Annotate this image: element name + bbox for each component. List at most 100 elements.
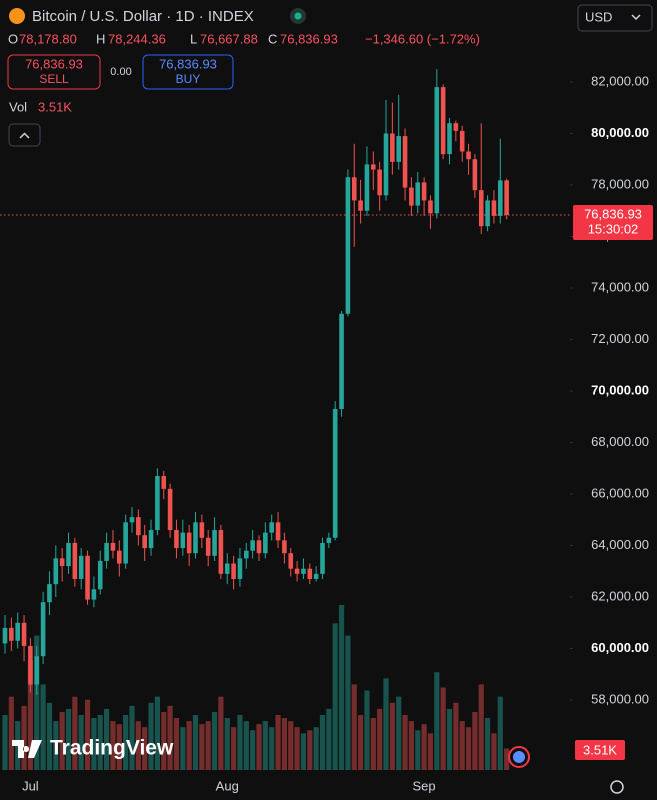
candle-body [466, 151, 471, 160]
volume-bar [491, 733, 497, 770]
volume-bar [478, 684, 484, 770]
volume-bar [173, 718, 180, 770]
y-tick-label: 78,000.00 [591, 176, 649, 191]
y-tick-label: 74,000.00 [591, 279, 649, 294]
logo-icon [12, 740, 42, 758]
volume-bar [123, 715, 129, 770]
candle-body [123, 522, 128, 564]
candle-body [269, 522, 274, 533]
volume-bar [8, 696, 14, 770]
candle-body [250, 540, 255, 551]
sell-price: 76,836.93 [25, 56, 83, 71]
volume-bar [91, 718, 97, 770]
candle-body [402, 136, 408, 188]
candle-body [244, 550, 249, 559]
sell-label: SELL [39, 72, 69, 86]
volume-bar [237, 715, 243, 770]
collapse-icon [19, 132, 30, 139]
candle-body [478, 190, 484, 227]
candle-body [174, 530, 179, 549]
volume-bar [262, 721, 268, 770]
candle-body [53, 558, 59, 585]
volume-bar [148, 702, 154, 770]
volume-bar [313, 727, 319, 770]
candle-body [2, 627, 8, 644]
last-price-box [573, 204, 653, 240]
volume-bar [211, 711, 218, 770]
sell-button[interactable] [7, 54, 101, 90]
candle-body [409, 187, 414, 206]
currency-select[interactable] [577, 4, 653, 32]
candle-body [345, 177, 351, 314]
candle-body [218, 530, 224, 574]
y-tick-label: 82,000.00 [591, 73, 649, 88]
currency: USD [585, 9, 612, 24]
settings-icon[interactable] [610, 780, 624, 794]
candle-body [167, 488, 173, 531]
volume-bar [224, 718, 230, 770]
volume-bar [345, 635, 351, 770]
logo-text[interactable]: TradingView [50, 737, 174, 760]
candle-body [15, 622, 20, 641]
y-tick-label: 68,000.00 [591, 434, 649, 449]
x-tick-label: Jul [22, 778, 39, 793]
volume-bar [370, 718, 376, 770]
volume-bar [161, 711, 167, 770]
candle-body [148, 530, 154, 549]
vol-value: 3.51K [38, 99, 72, 114]
volume-bar [53, 721, 59, 770]
volume-bar [167, 705, 173, 770]
collapse-button[interactable] [8, 123, 41, 147]
candle-body [447, 123, 452, 155]
candle-body [485, 200, 490, 227]
volume-bar [351, 684, 357, 770]
ohlc-label: O [8, 31, 18, 46]
volume-bar [408, 721, 414, 770]
volume-bar [485, 718, 491, 770]
candle-body [97, 560, 103, 590]
buy-button[interactable] [142, 54, 234, 90]
volume-bar [281, 718, 287, 770]
volume-bar [186, 721, 192, 770]
volume-axis-label [575, 740, 625, 760]
volume-bar [377, 708, 383, 770]
candle-body [66, 542, 71, 567]
volume-bar [192, 715, 199, 770]
volume-bar [453, 702, 459, 770]
y-tick-label: 64,000.00 [591, 537, 649, 552]
volume-bar [288, 721, 294, 770]
y-tick-label: 58,000.00 [591, 691, 649, 706]
volume-bar [21, 705, 27, 770]
candle-body [40, 602, 46, 657]
candle-body [504, 180, 509, 215]
volume-bar [269, 727, 275, 770]
volume-bar [2, 715, 8, 770]
last-price-label: 76,836.93 [584, 206, 642, 221]
candle-body [339, 313, 344, 410]
volume-bar [180, 727, 186, 770]
candle-body [326, 537, 332, 543]
flag-icon [513, 751, 525, 763]
volume-bar [218, 696, 224, 770]
y-tick-label: 80,000.00 [591, 125, 649, 140]
ohlc-value: 78,178.80 [19, 31, 77, 46]
countdown: 15:30:02 [588, 221, 639, 236]
volume-bar [46, 702, 53, 770]
candle-body [85, 555, 90, 600]
volume-bar [78, 715, 84, 770]
plot: 58,000.00 60,000.00 62,000.00 64,000.00 66,0… [2, 69, 649, 793]
candle-body [110, 542, 116, 551]
candle-body [472, 159, 478, 191]
volume-bar [415, 730, 421, 770]
candle-body [498, 180, 503, 216]
volume-bar [116, 724, 122, 770]
symbol-title[interactable]: Bitcoin / U.S. Dollar · 1D · INDEX [32, 8, 254, 25]
candle-body [428, 200, 433, 214]
candle-body [59, 558, 65, 567]
candle-body [320, 542, 325, 574]
volume-bar [110, 721, 116, 770]
vol-label: Vol [9, 99, 27, 114]
volume-bar [135, 721, 141, 770]
